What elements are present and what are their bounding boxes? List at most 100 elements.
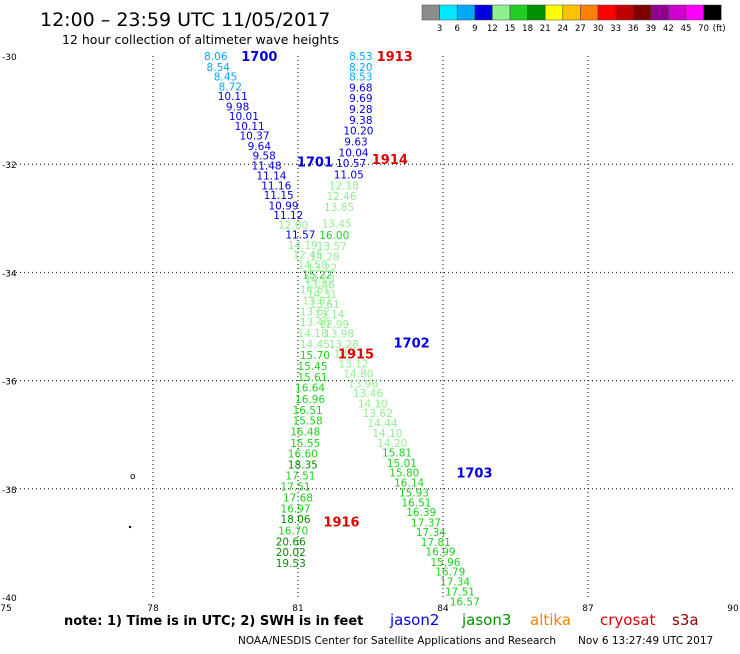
wave-height-reading: 9.58 [252,151,275,163]
wave-height-reading: 13.28 [329,339,359,351]
wave-height-reading: 16.57 [450,596,480,608]
wave-height-reading: 15.96 [430,557,460,569]
lat-tick-label: -30 [2,53,17,63]
scale-label: 36 [628,24,639,34]
footer-credit: NOAA/NESDIS Center for Satellite Applica… [238,635,556,647]
scale-label: 24 [557,24,568,34]
wave-height-reading: 14.20 [377,438,407,450]
wave-height-reading: 13.81 [302,296,332,308]
scale-swatch [650,4,669,21]
wave-height-reading: 15.58 [293,416,323,428]
lon-tick-label: 78 [147,604,159,614]
wave-height-reading: 17.51 [285,470,315,482]
pass-label: 1916 [323,515,359,530]
scale-label: 27 [575,24,586,34]
scale-label: 30 [593,24,604,34]
scale-swatch [509,4,528,21]
wave-height-reading: 14.80 [343,369,373,381]
wave-height-reading: 10.01 [229,111,259,123]
wave-height-reading: 12.45 [293,250,323,262]
lat-tick-label: -36 [2,378,17,388]
lon-tick-label: 87 [582,604,593,614]
pass-label: 1913 [377,50,413,65]
lat-tick-label: -32 [2,161,17,171]
pass-label: 1914 [372,153,408,168]
scale-swatch [474,4,493,21]
pass-label: 1702 [393,337,429,352]
wave-height-reading: 20.66 [276,536,306,548]
wave-height-reading: 8.72 [219,81,242,93]
wave-height-reading: 8.53 [349,51,372,63]
wave-height-reading: 16.51 [401,497,431,509]
wave-height-reading: 10.11 [218,91,248,103]
wave-height-reading: 13.96 [348,378,378,390]
wave-height-reading: 9.63 [344,136,367,148]
lat-tick-label: -34 [2,269,17,279]
scale-swatch [703,4,722,21]
wave-height-reading: 12.99 [319,319,349,331]
wave-height-reading: 9.69 [349,93,372,105]
lon-tick-label: 81 [292,604,303,614]
wave-height-reading: 9.64 [248,141,272,153]
wave-height-reading: 13.86 [305,279,335,291]
wave-height-reading: 9.28 [349,104,372,116]
wave-height-reading: 14.10 [358,398,388,410]
wave-height-reading: 17.51 [281,482,311,494]
wave-height-reading: 14.58 [297,259,327,271]
scale-swatch [615,4,634,21]
wave-height-reading: 18.06 [281,514,311,526]
wave-height-reading: 14.18 [297,328,327,340]
wave-height-reading: 15.70 [300,350,330,362]
wave-height-reading: 8.45 [214,72,237,84]
scale-swatch [439,4,458,21]
lat-lon-grid [8,56,733,597]
pass-label: 1915 [338,348,374,363]
scale-label: 15 [505,24,516,34]
wave-height-reading: 16.60 [288,449,318,461]
wave-height-reading: 14.61 [300,285,330,297]
wave-height-reading: 16.39 [406,507,436,519]
wave-height-reading: 13.85 [324,202,354,214]
pass-label: 1700 [241,50,277,65]
wave-height-reading: 14.44 [368,418,398,430]
scale-swatch [632,4,652,21]
wave-height-reading: 15.80 [389,468,419,480]
scale-label: 9 [472,24,477,34]
wave-height-reading: 11.05 [334,169,364,181]
scale-swatch [456,4,476,21]
wave-height-reading: 14.19 [288,240,318,252]
wave-height-reading: 14.28 [310,252,340,264]
wave-height-reading: 20.02 [276,547,306,559]
wave-height-reading: 13.22 [307,263,337,275]
wave-height-reading: 13.62 [363,408,393,420]
wave-height-readings: 8.068.548.458.7210.119.9810.0110.1110.37… [204,51,480,608]
scale-label: 3 [437,24,442,34]
lon-tick-label: 90 [727,604,739,614]
wave-height-reading: 10.99 [268,200,298,212]
wave-height-reading: 8.54 [207,62,231,74]
scale-swatch [527,4,546,21]
scale-label: 33 [610,24,621,34]
wave-height-reading: 11.14 [256,171,286,183]
wave-height-reading: 15.22 [302,270,332,282]
wave-height-reading: 13.71 [334,349,364,361]
wave-height-reading: 11.57 [285,230,315,242]
wave-height-reading: 15.01 [387,458,417,470]
scale-swatch [668,4,687,21]
wave-height-reading: 13.61 [310,299,340,311]
wave-height-reading: 10.37 [239,131,269,143]
lat-tick-label: -40 [2,594,17,604]
wave-height-reading: 19.53 [276,558,306,570]
footer-timestamp: Nov 6 13:27:49 UTC 2017 [578,635,713,647]
scale-unit: (ft) [713,24,726,34]
lon-tick-label: 84 [437,604,449,614]
scale-label: 70 [698,24,709,34]
scale-swatch [685,4,704,21]
wave-height-reading: 8.53 [349,72,372,84]
scale-swatch [421,4,440,21]
wave-height-reading: 9.68 [349,82,372,94]
wave-height-reading: 18.35 [288,459,318,471]
wave-height-reading: 13.98 [324,329,354,341]
wave-height-reading: 15.45 [297,361,327,373]
